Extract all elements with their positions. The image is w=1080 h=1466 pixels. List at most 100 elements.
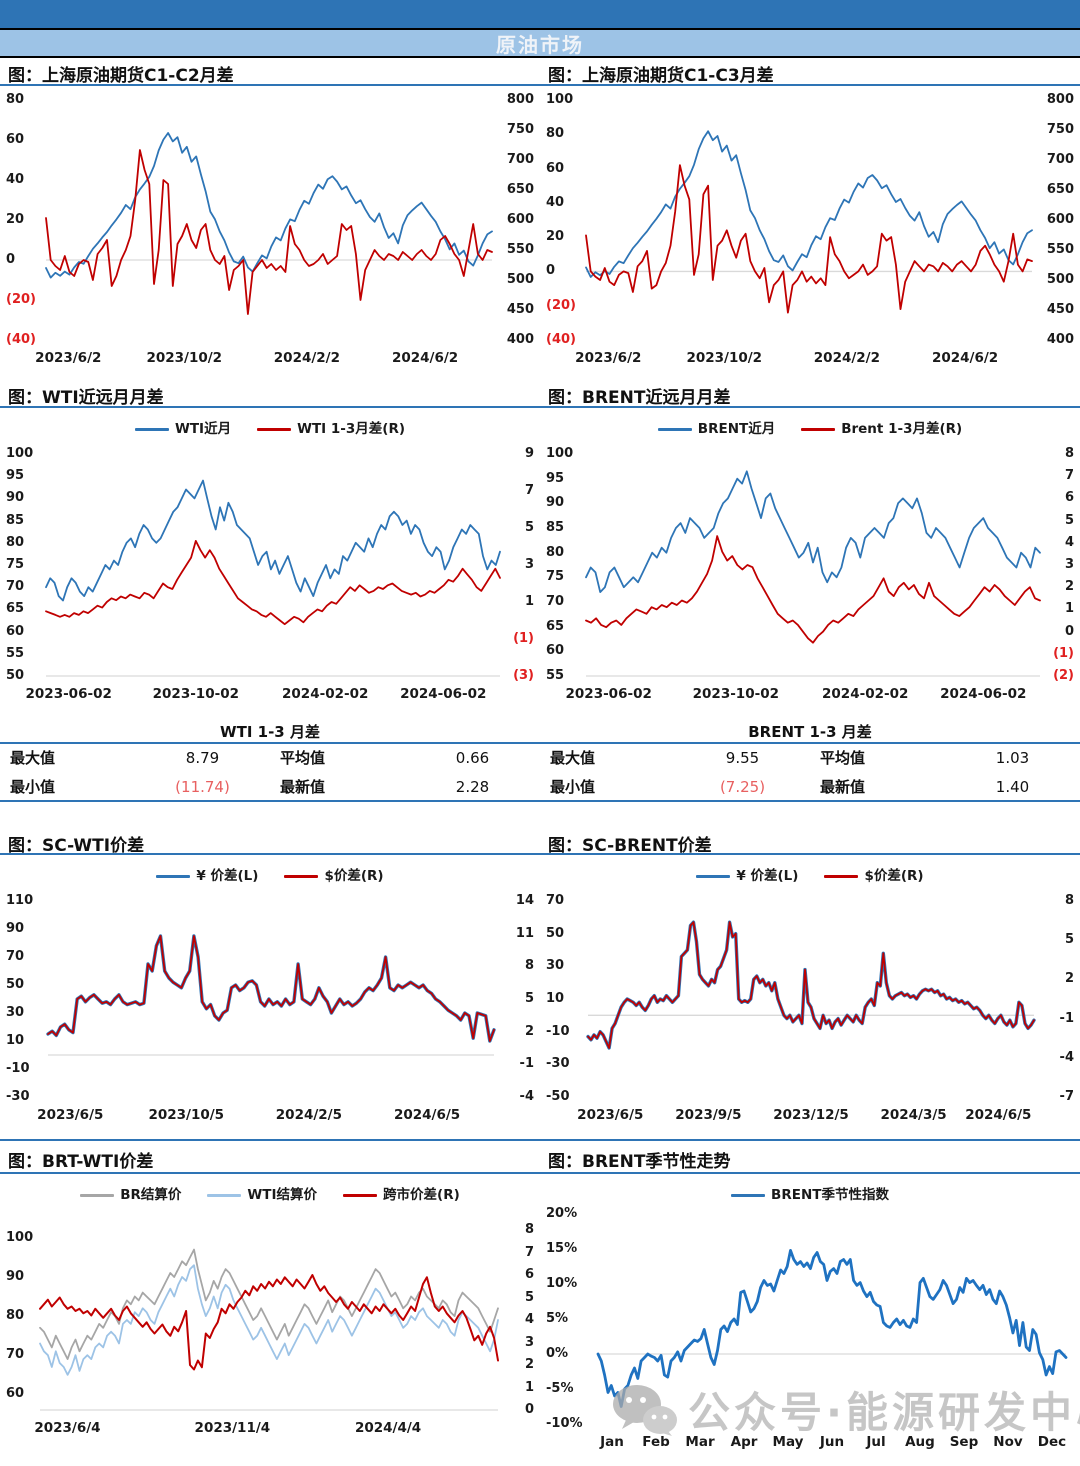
axis-tick-label: (2) <box>1053 668 1074 683</box>
axis-tick-label: 8 <box>524 958 534 974</box>
axis-tick-label: 550 <box>506 242 534 257</box>
legend-label: BR结算价 <box>120 1187 182 1203</box>
legend-item: WTI近月 <box>134 417 231 437</box>
x-axis-label: 2024-02-02 <box>822 686 909 702</box>
chart-brent-spread: 100 95 90 85 80 75 70 65 60 55 8 7 6 5 4 3 2 1 0 (1) (2) 2023… <box>540 408 1080 720</box>
legend-item: BR结算价 <box>80 1183 181 1203</box>
chart-sc-wti: 110 90 70 50 30 10 -10 -30 14 11 8 5 2 -1 -4 2023/6/5 20… <box>0 855 540 1139</box>
x-axis-label: Jan <box>600 1434 624 1450</box>
axis-tick-label: 700 <box>506 152 534 167</box>
chart-canvas <box>585 130 1033 314</box>
axis-tick-label: 0 <box>524 1402 534 1417</box>
axis-tick-label: 80 <box>6 1308 25 1324</box>
x-axis-label: 2024-06-02 <box>940 686 1027 702</box>
chart-sh-c1c3: 100 80 60 40 20 0 (20) (40) 800 750 700 650 600 550 50… <box>540 86 1080 380</box>
axis-tick-label: 55 <box>6 645 25 661</box>
axis-tick-label: 60 <box>546 160 565 176</box>
stats-tables: WTI 1-3 月差 最大值 8.79 平均值 0.66 最小值 (11.74)… <box>0 720 1080 804</box>
legend-label: BRENT近月 <box>697 421 776 437</box>
series-line-2 <box>39 1274 499 1371</box>
x-axis-label: 2024/3/5 <box>880 1107 947 1123</box>
table-cell: 平均值 <box>280 749 326 767</box>
chart-title-sh-c1c3: 图：上海原油期货C1-C3月差 <box>548 66 774 84</box>
axis-tick-label: 60 <box>546 643 565 659</box>
chart-brent-seasonal: 公众号·能源研发中心 20% 15% 10% 5% 0% -5% -10% Jan Feb Mar… <box>540 1174 1080 1462</box>
axis-tick-label: 14 <box>515 893 534 908</box>
axis-tick-label: 85 <box>546 520 565 535</box>
axis-tick-label: 70 <box>546 594 565 609</box>
axis-tick-label: 70 <box>546 893 565 908</box>
chart-canvas <box>585 470 1041 677</box>
axis-tick-label: 450 <box>506 302 534 317</box>
series-line-1 <box>587 921 1035 1049</box>
series-line-1 <box>45 539 501 626</box>
axis-tick-label: 60 <box>6 1386 25 1402</box>
table-cell: 2.28 <box>455 778 490 796</box>
section-divider <box>0 1139 1080 1141</box>
brent-table-title: BRENT 1-3 月差 <box>540 720 1080 744</box>
axis-tick-label: 20 <box>6 212 25 227</box>
legend-item: WTI结算价 <box>207 1183 317 1203</box>
axis-tick-label: 30 <box>6 1005 25 1020</box>
chart-legend: BRENT近月 Brent 1-3月差(R) <box>540 417 1080 437</box>
table-cell: 最新值 <box>280 778 326 796</box>
axis-tick-label: 8 <box>1064 446 1074 461</box>
chart-title-sc-brent: 图：SC-BRENT价差 <box>548 836 712 853</box>
axis-tick-label: 4 <box>524 1312 534 1327</box>
axis-tick-label: 2 <box>1064 579 1074 595</box>
axis-tick-label: 70 <box>6 579 25 595</box>
axis-tick-label: -4 <box>1059 1049 1074 1065</box>
legend-line-swatch <box>134 427 169 431</box>
axis-tick-label: 5 <box>524 1289 534 1305</box>
axis-tick-label: 95 <box>6 468 25 484</box>
axis-tick-label: 95 <box>546 470 565 486</box>
legend-line-swatch <box>156 874 191 878</box>
axis-tick-label: 100 <box>546 446 574 461</box>
axis-tick-label: -1 <box>1059 1010 1074 1026</box>
legend-label: $价差(R) <box>324 868 384 884</box>
axis-tick-label: 0 <box>6 252 16 267</box>
legend-line-swatch <box>801 427 836 431</box>
charts-row-2: 100 95 90 85 80 75 70 65 60 55 50 9 7 5 3 1 (1) (3) 2023-0… <box>0 408 1080 720</box>
x-axis-label: 2024/4/4 <box>354 1420 422 1436</box>
x-axis-label: Mar <box>685 1434 715 1450</box>
legend-label: ¥ 价差(L) <box>736 868 799 884</box>
x-axis-label: 2023/9/5 <box>675 1107 742 1123</box>
legend-label: 跨市价差(R) <box>383 1187 460 1203</box>
chart-wti-spread: 100 95 90 85 80 75 70 65 60 55 50 9 7 5 3 1 (1) (3) 2023-0… <box>0 408 540 720</box>
axis-tick-label: 750 <box>1046 122 1074 137</box>
legend-line-swatch <box>343 1193 378 1197</box>
series-line-0 <box>585 470 1041 594</box>
axis-tick-label: 400 <box>506 332 534 347</box>
axis-tick-label: 60 <box>6 623 25 639</box>
chart-legend: BR结算价 WTI结算价 跨市价差(R) <box>0 1183 540 1203</box>
axis-tick-label: (1) <box>1053 645 1074 661</box>
legend-label: ¥ 价差(L) <box>196 868 259 884</box>
x-axis-label: Aug <box>905 1434 935 1450</box>
axis-tick-label: 4 <box>1064 534 1074 550</box>
brent-spread-table: BRENT 1-3 月差 最大值 9.55 平均值 1.03 最小值 (7.25… <box>540 720 1080 804</box>
chart-canvas <box>45 479 501 677</box>
table-cell: 最新值 <box>820 778 866 796</box>
axis-tick-label: 75 <box>6 557 25 572</box>
chart-canvas <box>45 132 493 315</box>
axis-tick-label: -5% <box>546 1381 574 1396</box>
legend-line-swatch <box>657 427 692 431</box>
axis-tick-label: 7 <box>1064 468 1074 484</box>
axis-tick-label: 650 <box>506 182 534 197</box>
axis-tick-label: (20) <box>546 297 576 313</box>
chart-legend: ¥ 价差(L) $价差(R) <box>540 864 1080 884</box>
chart-title-sc-wti: 图：SC-WTI价差 <box>8 836 145 853</box>
axis-tick-label: 0 <box>546 263 556 279</box>
series-line-0 <box>46 934 496 1043</box>
x-axis-label: 2024-06-02 <box>400 686 487 702</box>
axis-tick-label: 100 <box>546 92 574 107</box>
axis-tick-label: 50 <box>6 977 25 992</box>
axis-tick-label: 9 <box>524 446 534 461</box>
chart-legend: BRENT季节性指数 <box>540 1183 1080 1203</box>
series-line-1 <box>585 535 1041 644</box>
legend-line-swatch <box>257 427 292 431</box>
chart-title-brt-wti: 图：BRT-WTI价差 <box>8 1152 154 1172</box>
axis-tick-label: 2 <box>524 1023 534 1039</box>
